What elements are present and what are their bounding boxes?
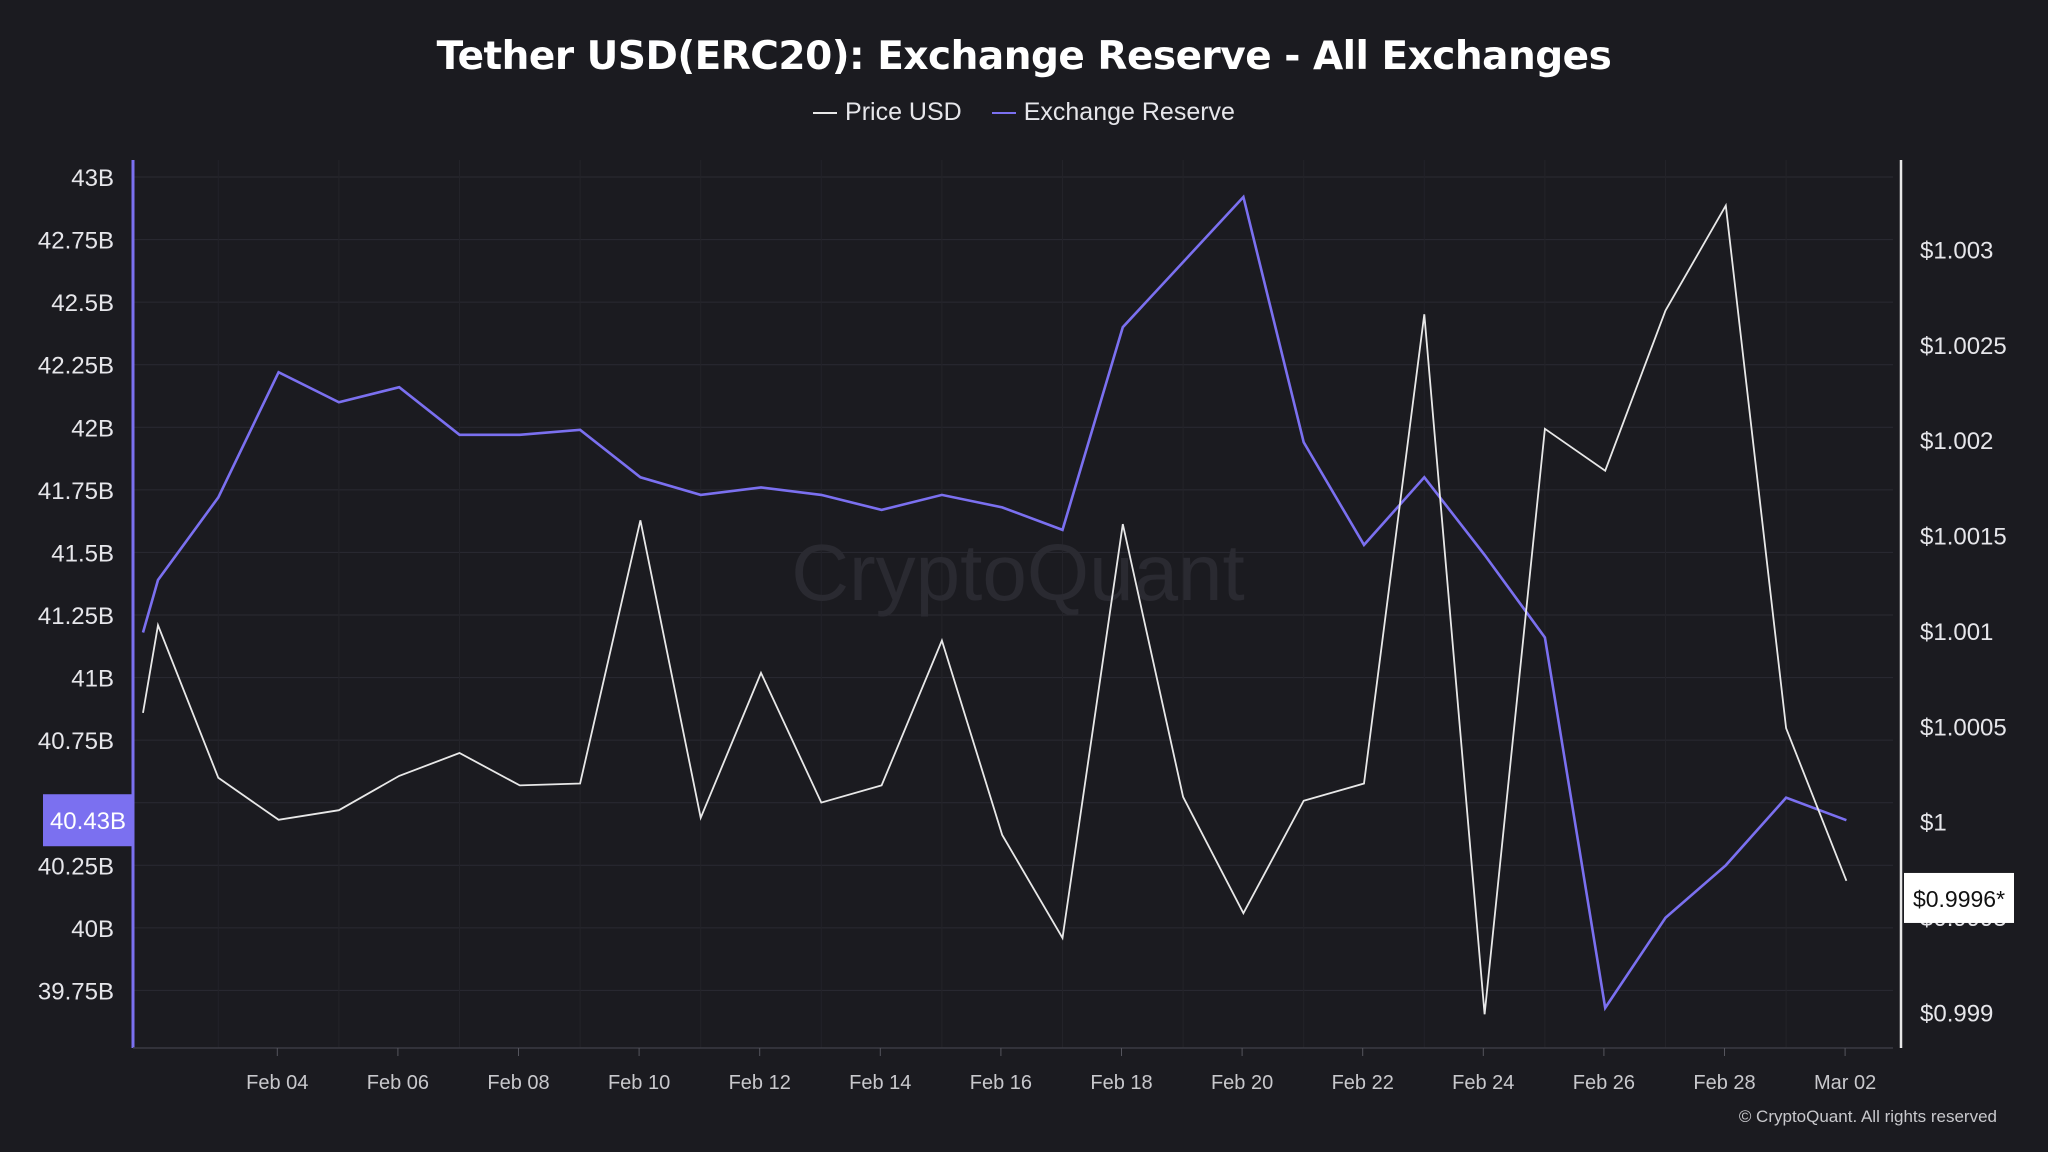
y-left-tick-label: 40.25B: [38, 853, 114, 880]
current-reserve-badge: [43, 794, 133, 847]
x-tick-label: Feb 14: [849, 1072, 911, 1094]
y-right-tick-label: $1.002: [1920, 428, 1993, 455]
legend-swatch-price: [813, 111, 838, 114]
x-tick-label: Feb 08: [487, 1072, 549, 1094]
y-left-tick-label: 40.75B: [38, 728, 114, 755]
watermark: CryptoQuant: [791, 528, 1245, 617]
y-right-tick-label: $0.999: [1920, 1000, 1993, 1027]
y-left-tick-label: 43B: [71, 165, 114, 192]
legend-swatch-reserve: [991, 111, 1016, 114]
chart-legend: Price USD Exchange Reserve: [0, 98, 2048, 127]
y-right-tick-label: $1.0025: [1920, 333, 2007, 360]
x-tick-label: Feb 26: [1573, 1072, 1635, 1094]
x-tick-label: Mar 02: [1814, 1072, 1876, 1094]
current-price-label: $0.9996*: [1913, 886, 2005, 912]
y-left-tick-label: 42.5B: [51, 290, 114, 317]
x-tick-label: Feb 22: [1332, 1072, 1394, 1094]
legend-label-reserve: Exchange Reserve: [1023, 98, 1235, 126]
x-tick-label: Feb 20: [1211, 1072, 1273, 1094]
x-tick-label: Feb 28: [1693, 1072, 1755, 1094]
current-reserve-label: 40.43B: [50, 808, 126, 835]
copyright-note: © CryptoQuant. All rights reserved: [1738, 1107, 1997, 1126]
x-tick-label: Feb 04: [246, 1072, 308, 1094]
x-tick-label: Feb 18: [1090, 1072, 1152, 1094]
x-tick-label: Feb 24: [1452, 1072, 1514, 1094]
x-tick-label: Feb 16: [970, 1072, 1032, 1094]
y-right-tick-label: $1.0005: [1920, 714, 2007, 741]
legend-label-price: Price USD: [845, 98, 962, 126]
y-left-tick-label: 42.25B: [38, 353, 114, 380]
grid-lines: [133, 160, 1893, 1048]
axes: [131, 160, 1903, 1049]
y-left-tick-label: 39.75B: [38, 978, 114, 1005]
y-right-tick-label: $1: [1920, 810, 1947, 837]
series-layer: [141, 194, 1848, 1015]
series-line-price-usd[interactable]: [142, 202, 1848, 1015]
y-left-tick-label: 41.25B: [38, 603, 114, 630]
chart-title: Tether USD(ERC20): Exchange Reserve - Al…: [436, 34, 1612, 79]
series-line-exchange-reserve[interactable]: [141, 194, 1847, 1012]
current-price-badge: [1904, 872, 2014, 923]
y-left-tick-label: 42B: [71, 415, 114, 442]
y-left-tick-label: 42.75B: [38, 228, 114, 255]
y-right-tick-label: $1.0015: [1920, 524, 2007, 551]
y-left-tick-label: 41.5B: [51, 540, 114, 567]
x-tick-label: Feb 12: [729, 1072, 791, 1094]
x-tick-label: Feb 06: [367, 1072, 429, 1094]
y-left-tick-label: 40B: [71, 916, 114, 943]
legend-item-reserve[interactable]: Exchange Reserve: [991, 98, 1235, 127]
y-right-tick-label: $1.001: [1920, 619, 1993, 646]
y-left-tick-label: 41B: [71, 666, 114, 693]
axis-labels: 43B 42.75B 42.5B 42.25B 42B 41.75B 41.5B 41.25B…: [38, 165, 2014, 1094]
x-tick-label: Feb 10: [608, 1072, 670, 1094]
y-right-tick-label: $1.003: [1920, 237, 1993, 264]
legend-item-price[interactable]: Price USD: [813, 98, 962, 127]
y-left-tick-label: 41.75B: [38, 478, 114, 505]
